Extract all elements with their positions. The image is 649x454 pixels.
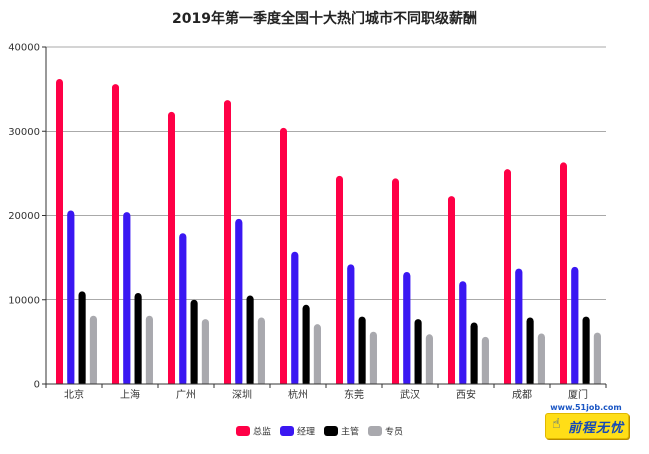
x-tick-label: 东莞 [344,388,364,401]
bar-base [369,335,377,384]
bar-base [571,270,579,384]
y-tick-label: 20000 [8,211,40,222]
legend-swatch [236,426,250,436]
bar-base [123,215,131,384]
y-tick-label: 10000 [8,295,40,306]
bar-base [336,179,343,384]
bar-base [302,308,310,384]
bar-base [89,319,97,384]
bar-base [246,299,254,384]
bar-base [593,336,601,384]
x-tick-label: 广州 [176,389,196,401]
bar-base [414,322,422,384]
x-tick-label: 西安 [456,388,476,401]
bar-base [358,320,366,384]
y-tick-label: 40000 [8,43,40,54]
bar-base [481,340,489,384]
x-tick-label: 上海 [120,388,140,401]
legend-swatch [368,426,382,436]
x-tick-label: 成都 [512,389,532,401]
legend-label: 总监 [253,426,271,438]
bar-base [537,336,545,384]
bar-base [459,284,467,384]
bar-base [526,320,534,384]
legend-label: 经理 [297,426,315,438]
x-tick-label: 武汉 [400,388,420,401]
x-axis-ticks: 北京 上海 广州 深圳 杭州 东莞 武汉 西安 成都 厦门 [45,384,607,401]
y-tick-label: 30000 [8,127,40,138]
bar-base [425,337,433,384]
bar-base [504,172,511,384]
hand-pointer-icon: ☝ [552,416,561,432]
x-tick-label: 深圳 [232,389,252,401]
bar-base [224,103,231,384]
bar-base [67,213,75,384]
bar-base [78,294,86,384]
brand-badge: ☝ 前程无忧 [545,413,629,439]
brand-url: www.51job.com [550,403,622,412]
bar-base [347,267,355,384]
bar-base [291,255,299,384]
bar-base [403,275,411,384]
bar-base [134,296,142,384]
legend-label: 主管 [341,426,359,438]
bar-base [515,272,523,384]
x-tick-label: 杭州 [288,388,308,401]
bar-base [470,325,478,384]
legend-swatch [324,426,338,436]
x-tick-label: 厦门 [568,388,588,401]
x-tick-label: 北京 [64,388,84,401]
bar-base [280,131,287,384]
bar-base [257,320,265,384]
bar-base [560,165,567,384]
bar-base [190,303,198,384]
bar-base [145,319,153,384]
bar-base [56,82,63,384]
bar-base [582,320,590,384]
bar-base [112,87,119,384]
bar-base [168,115,175,384]
bar-base [179,236,187,384]
bar-base [235,222,243,384]
chart-title: 2019年第一季度全国十大热门城市不同职级薪酬 [172,11,477,27]
bar-base [313,327,321,384]
legend-label: 专员 [385,426,403,438]
y-tick-label: 0 [34,380,40,391]
bars [56,79,601,384]
legend: 总监 经理 主管 专员 [236,426,403,438]
bar-base [201,322,209,384]
y-axis-ticks: 0 10000 20000 30000 40000 [8,43,46,391]
bar-base [392,181,399,384]
bar-base [448,199,455,384]
brand-logo: www.51job.com ☝ 前程无忧 [543,403,629,439]
legend-swatch [280,426,294,436]
brand-text: 前程无忧 [568,421,625,436]
